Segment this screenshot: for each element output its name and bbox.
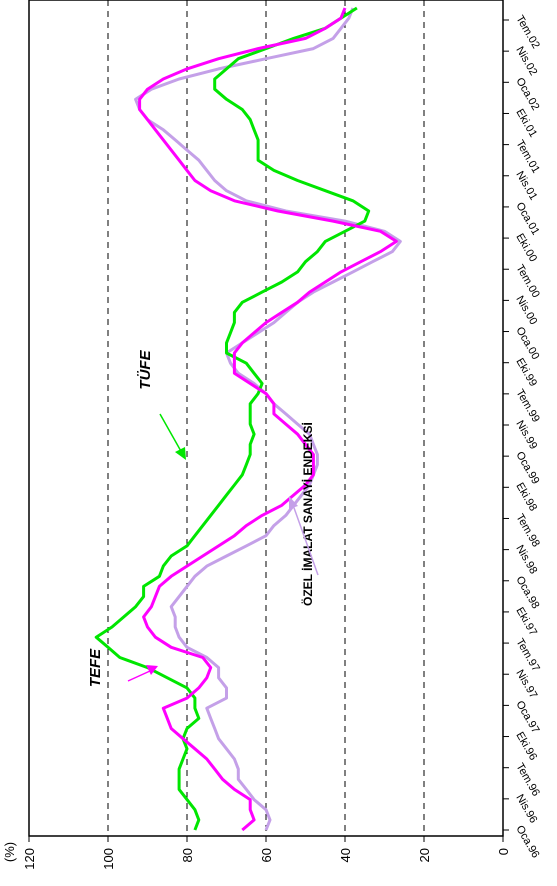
annotation-tefe-arrowhead: [146, 665, 158, 675]
y-tick-label: 80: [180, 848, 195, 862]
x-tick-label: Oca.99: [513, 450, 541, 487]
x-tick-label: Tem.96: [513, 761, 541, 798]
x-axis-ticks: Oca.96Nis.96Tem.96Eki.96Oca.97Nis.97Tem.…: [503, 14, 542, 861]
x-tick-label: Tem.99: [513, 387, 541, 424]
y-tick-label: 0: [496, 848, 511, 855]
x-tick-label: Oca.00: [513, 325, 541, 362]
x-tick-label: Tem.02: [513, 14, 541, 51]
y-tick-label: 100: [101, 848, 116, 870]
annotation-tefe: TEFE: [87, 648, 104, 687]
annotation-ozel-imalat: ÖZEL İMALAT SANAYİ ENDEKSİ: [300, 422, 315, 606]
x-tick-label: Eki.97: [513, 605, 539, 637]
x-tick-label: Oca.01: [513, 200, 541, 237]
y-axis-ticks: 0 20 40 60 80 100 120: [22, 836, 511, 870]
series-line-1: [138, 7, 398, 832]
x-tick-label: Oca.96: [513, 824, 541, 861]
annotation-tufe: TÜFE: [137, 349, 154, 389]
x-tick-label: Tem.97: [513, 637, 541, 674]
x-tick-label: Eki.96: [513, 730, 539, 762]
x-tick-label: Nis.01: [513, 169, 539, 202]
series-line-0: [94, 6, 371, 831]
x-tick-label: Oca.02: [513, 76, 541, 113]
x-tick-label: Nis.02: [513, 45, 539, 78]
x-tick-label: Eki.00: [513, 232, 539, 264]
y-axis-label: (%): [2, 842, 17, 862]
series-line-2: [134, 7, 402, 831]
x-tick-label: Nis.98: [513, 543, 539, 576]
x-tick-label: Nis.97: [513, 668, 539, 701]
y-tick-label: 20: [417, 848, 432, 862]
x-tick-label: Eki.01: [513, 107, 539, 139]
annotation-ozel-imalat-arrow: [292, 504, 319, 576]
x-tick-label: Nis.96: [513, 792, 539, 825]
x-tick-label: Eki.99: [513, 356, 539, 388]
x-tick-label: Oca.97: [513, 699, 541, 736]
annotation-tufe-arrowhead: [175, 447, 186, 460]
annotation-tefe-arrow: [127, 670, 151, 682]
x-tick-label: Nis.00: [513, 294, 539, 327]
x-tick-label: Oca.98: [513, 574, 541, 611]
y-tick-label: 60: [259, 848, 274, 862]
x-tick-label: Tem.01: [513, 138, 541, 175]
x-tick-label: Eki.98: [513, 481, 539, 513]
x-tick-label: Tem.00: [513, 263, 541, 300]
y-tick-label: 120: [22, 848, 37, 870]
series-layer: [94, 6, 402, 832]
x-tick-label: Nis.99: [513, 419, 539, 452]
annotation-tufe-arrow: [159, 413, 183, 454]
annotation-ozel-imalat-arrowhead: [289, 496, 298, 509]
x-tick-label: Tem.98: [513, 512, 541, 549]
y-tick-label: 40: [338, 848, 353, 862]
